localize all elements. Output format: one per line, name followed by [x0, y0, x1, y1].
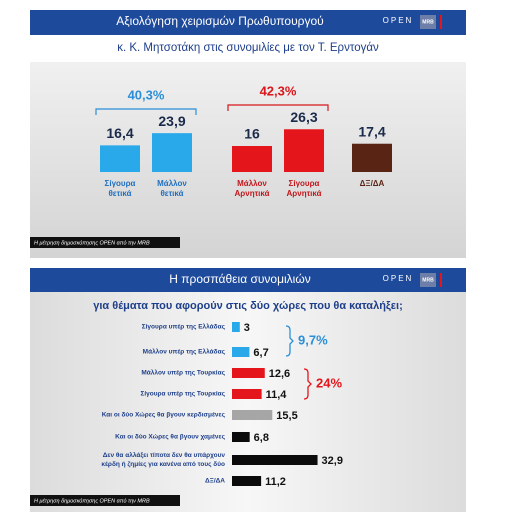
x-tick-label: θετικά	[108, 189, 131, 198]
source: Η μέτρηση δημοσκόπησης OPEN από την MRB	[34, 239, 150, 246]
group-total: 9,7%	[298, 332, 328, 347]
bar	[232, 146, 272, 172]
bar	[352, 143, 392, 172]
value-label: 17,4	[358, 123, 385, 139]
value-label: 23,9	[158, 113, 185, 129]
y-tick-label: Και οι δύο Χώρες θα βγουν χαμένες	[115, 434, 225, 441]
value-label: 6,8	[254, 432, 269, 444]
bar	[100, 145, 140, 172]
value-label: 15,5	[276, 410, 297, 422]
y-tick-label: Μάλλον υπέρ της Ελλάδας	[143, 348, 226, 356]
value-label: 16	[244, 126, 260, 142]
value-label: 32,9	[322, 455, 343, 467]
x-tick-label: ΔΞ/ΔΑ	[360, 179, 385, 188]
x-tick-label: Σίγουρα	[105, 179, 136, 188]
chart-title: Η προσπάθεια συνομιλιών	[169, 272, 310, 286]
x-tick-label: Μάλλον	[157, 179, 187, 188]
y-tick-label: κέρδη ή ζημίες για κανένα από τους δύο	[101, 461, 225, 468]
x-tick-label: Αρνητικά	[287, 189, 322, 198]
y-tick-label: ΔΞ/ΔΑ	[205, 478, 225, 485]
brand-stripe	[440, 273, 442, 287]
bar	[232, 322, 240, 332]
bar	[232, 455, 318, 465]
bar	[284, 129, 324, 172]
chart-subtitle: κ. Κ. Μητσοτάκη στις συνομιλίες με τον Τ…	[117, 42, 379, 54]
group-bracket	[95, 108, 197, 115]
value-label: 12,6	[269, 368, 290, 380]
group-total: 42,3%	[260, 83, 297, 98]
brand-stripe	[440, 15, 442, 29]
value-label: 16,4	[106, 125, 133, 141]
brand-logo: OPEN	[383, 16, 414, 25]
brand-logo: MRB	[422, 19, 434, 25]
bar	[232, 347, 250, 357]
x-tick-label: Μάλλον	[237, 179, 267, 188]
x-tick-label: Αρνητικά	[235, 189, 270, 198]
y-tick-label: Δεν θα αλλάξει τίποτα δεν θα υπάρχουν	[103, 451, 226, 459]
value-label: 11,2	[265, 476, 286, 488]
value-label: 26,3	[290, 109, 317, 125]
y-tick-label: Και οι δύο Χώρες θα βγουν κερδισμένες	[102, 412, 226, 419]
subtitle-band	[30, 35, 466, 61]
bar	[232, 368, 265, 378]
group-total: 40,3%	[128, 87, 165, 102]
y-tick-label: Μάλλον υπέρ της Τουρκίας	[141, 369, 225, 377]
source-box	[30, 237, 180, 248]
source-box	[30, 495, 180, 506]
brand-box	[420, 15, 436, 29]
group-bracket	[285, 325, 294, 357]
header-bar	[30, 10, 466, 35]
group-total: 24%	[316, 375, 342, 390]
y-tick-label: Σίγουρα υπέρ της Τουρκίας	[140, 391, 225, 398]
x-tick-label: Σίγουρα	[289, 179, 320, 188]
header-bar	[30, 268, 466, 292]
bar	[232, 410, 273, 420]
brand-logo: MRB	[422, 277, 434, 283]
brand-logo: OPEN	[383, 274, 414, 283]
bar	[152, 133, 192, 172]
bar	[232, 432, 250, 442]
value-label: 6,7	[253, 347, 268, 359]
group-bracket	[227, 104, 329, 111]
bar	[232, 389, 262, 399]
source: Η μέτρηση δημοσκόπησης OPEN από την MRB	[34, 497, 150, 504]
x-tick-label: θετικά	[160, 189, 183, 198]
group-bracket	[303, 368, 312, 400]
value-label: 11,4	[266, 389, 288, 401]
chart-subtitle: για θέματα που αφορούν στις δύο χώρες πο…	[93, 300, 403, 312]
y-tick-label: Σίγουρα υπέρ της Ελλάδας	[142, 323, 226, 331]
bar	[232, 476, 262, 486]
brand-box	[420, 273, 436, 287]
value-label: 3	[244, 322, 250, 334]
chart-title: Αξιολόγηση χειρισμών Πρωθυπουργού	[116, 14, 323, 28]
plot-background	[30, 292, 466, 512]
